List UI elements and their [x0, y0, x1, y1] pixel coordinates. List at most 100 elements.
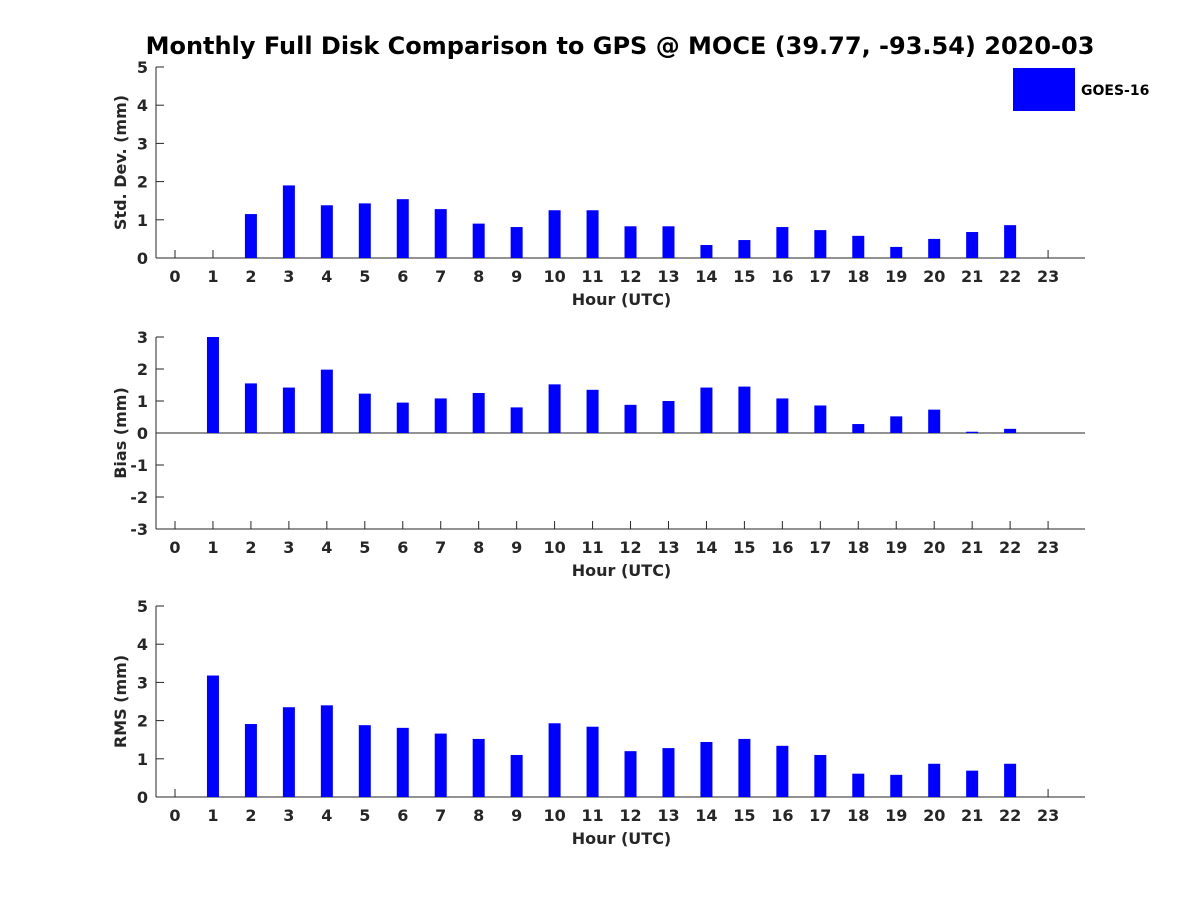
x-tick-label: 6	[397, 538, 408, 557]
bar-hour-18	[852, 773, 865, 797]
bar-hour-20	[928, 763, 941, 797]
bar-hour-3	[282, 387, 295, 433]
x-tick-label: 18	[847, 806, 869, 825]
bar-hour-3	[282, 707, 295, 797]
y-tick-label: 5	[137, 597, 148, 616]
x-tick-label: 17	[809, 806, 831, 825]
y-tick-label: 2	[137, 712, 148, 731]
y-tick-label: -1	[130, 456, 148, 475]
chart-title: Monthly Full Disk Comparison to GPS @ MO…	[146, 32, 1095, 60]
bar-hour-10	[548, 723, 561, 797]
y-tick-label: 0	[137, 788, 148, 807]
bar-hour-19	[890, 774, 903, 797]
bar-hour-22	[1004, 428, 1017, 433]
x-tick-label: 12	[619, 267, 641, 286]
bar-hour-6	[396, 402, 409, 433]
bar-hour-6	[396, 199, 409, 258]
bar-hour-13	[662, 401, 675, 433]
x-tick-label: 13	[657, 538, 679, 557]
x-tick-label: 7	[435, 538, 446, 557]
y-tick-label: 1	[137, 211, 148, 230]
bar-hour-3	[282, 185, 295, 258]
x-tick-label: 2	[245, 538, 256, 557]
x-tick-label: 5	[359, 806, 370, 825]
y-tick-label: 3	[137, 673, 148, 692]
x-tick-label: 3	[283, 538, 294, 557]
y-tick-label: 3	[137, 328, 148, 347]
bar-hour-5	[358, 203, 371, 258]
x-tick-label: 9	[511, 806, 522, 825]
x-tick-label: 15	[733, 267, 755, 286]
bar-hour-13	[662, 226, 675, 258]
x-tick-label: 22	[999, 538, 1021, 557]
bar-hour-15	[738, 738, 751, 797]
x-tick-label: 5	[359, 538, 370, 557]
x-tick-label: 17	[809, 267, 831, 286]
bar-hour-2	[244, 383, 257, 433]
x-tick-label: 2	[245, 806, 256, 825]
x-tick-label: 13	[657, 806, 679, 825]
bar-hour-15	[738, 386, 751, 433]
bar-hour-17	[814, 754, 827, 797]
bar-hour-17	[814, 230, 827, 258]
bar-hour-17	[814, 405, 827, 433]
legend: GOES-16	[1013, 68, 1149, 111]
bar-hour-16	[776, 745, 789, 797]
bar-hour-5	[358, 393, 371, 433]
x-tick-label: 15	[733, 538, 755, 557]
x-axis-label: Hour (UTC)	[572, 561, 672, 580]
bar-hour-10	[548, 384, 561, 433]
bar-hour-18	[852, 424, 865, 433]
x-tick-label: 20	[923, 806, 945, 825]
x-tick-label: 19	[885, 806, 907, 825]
x-tick-label: 13	[657, 267, 679, 286]
x-tick-label: 21	[961, 538, 983, 557]
x-tick-label: 7	[435, 806, 446, 825]
x-tick-label: 14	[695, 267, 717, 286]
bar-hour-15	[738, 240, 751, 258]
x-axis-label: Hour (UTC)	[572, 290, 672, 309]
x-tick-label: 18	[847, 267, 869, 286]
legend-label-goes16: GOES-16	[1081, 83, 1149, 99]
bar-hour-9	[510, 407, 523, 433]
bar-hour-8	[472, 393, 485, 433]
bar-hour-21	[966, 232, 979, 258]
bar-hour-8	[472, 738, 485, 797]
bar-hour-14	[700, 387, 713, 433]
x-tick-label: 22	[999, 267, 1021, 286]
x-tick-label: 4	[321, 538, 332, 557]
bar-hour-11	[586, 210, 599, 258]
x-tick-label: 17	[809, 538, 831, 557]
x-tick-label: 1	[207, 538, 218, 557]
y-axis-label: RMS (mm)	[111, 655, 130, 748]
bar-hour-12	[624, 404, 637, 433]
y-tick-label: 4	[137, 635, 148, 654]
bar-hour-4	[320, 205, 333, 258]
x-tick-label: 5	[359, 267, 370, 286]
x-tick-label: 0	[169, 267, 180, 286]
bar-hour-6	[396, 727, 409, 797]
bar-hour-12	[624, 751, 637, 797]
x-tick-label: 7	[435, 267, 446, 286]
bar-hour-13	[662, 748, 675, 797]
bar-hour-9	[510, 754, 523, 797]
x-tick-label: 6	[397, 806, 408, 825]
x-tick-label: 19	[885, 538, 907, 557]
x-tick-label: 3	[283, 267, 294, 286]
y-tick-label: -3	[130, 520, 148, 539]
x-tick-label: 14	[695, 806, 717, 825]
x-tick-label: 10	[543, 267, 565, 286]
bar-hour-20	[928, 409, 941, 433]
y-tick-label: 4	[137, 96, 148, 115]
bar-hour-1	[206, 675, 219, 797]
y-tick-label: 2	[137, 360, 148, 379]
y-tick-label: 3	[137, 134, 148, 153]
x-tick-label: 20	[923, 538, 945, 557]
bar-hour-7	[434, 398, 447, 433]
bar-hour-10	[548, 210, 561, 258]
x-tick-label: 21	[961, 806, 983, 825]
x-tick-label: 23	[1037, 267, 1059, 286]
